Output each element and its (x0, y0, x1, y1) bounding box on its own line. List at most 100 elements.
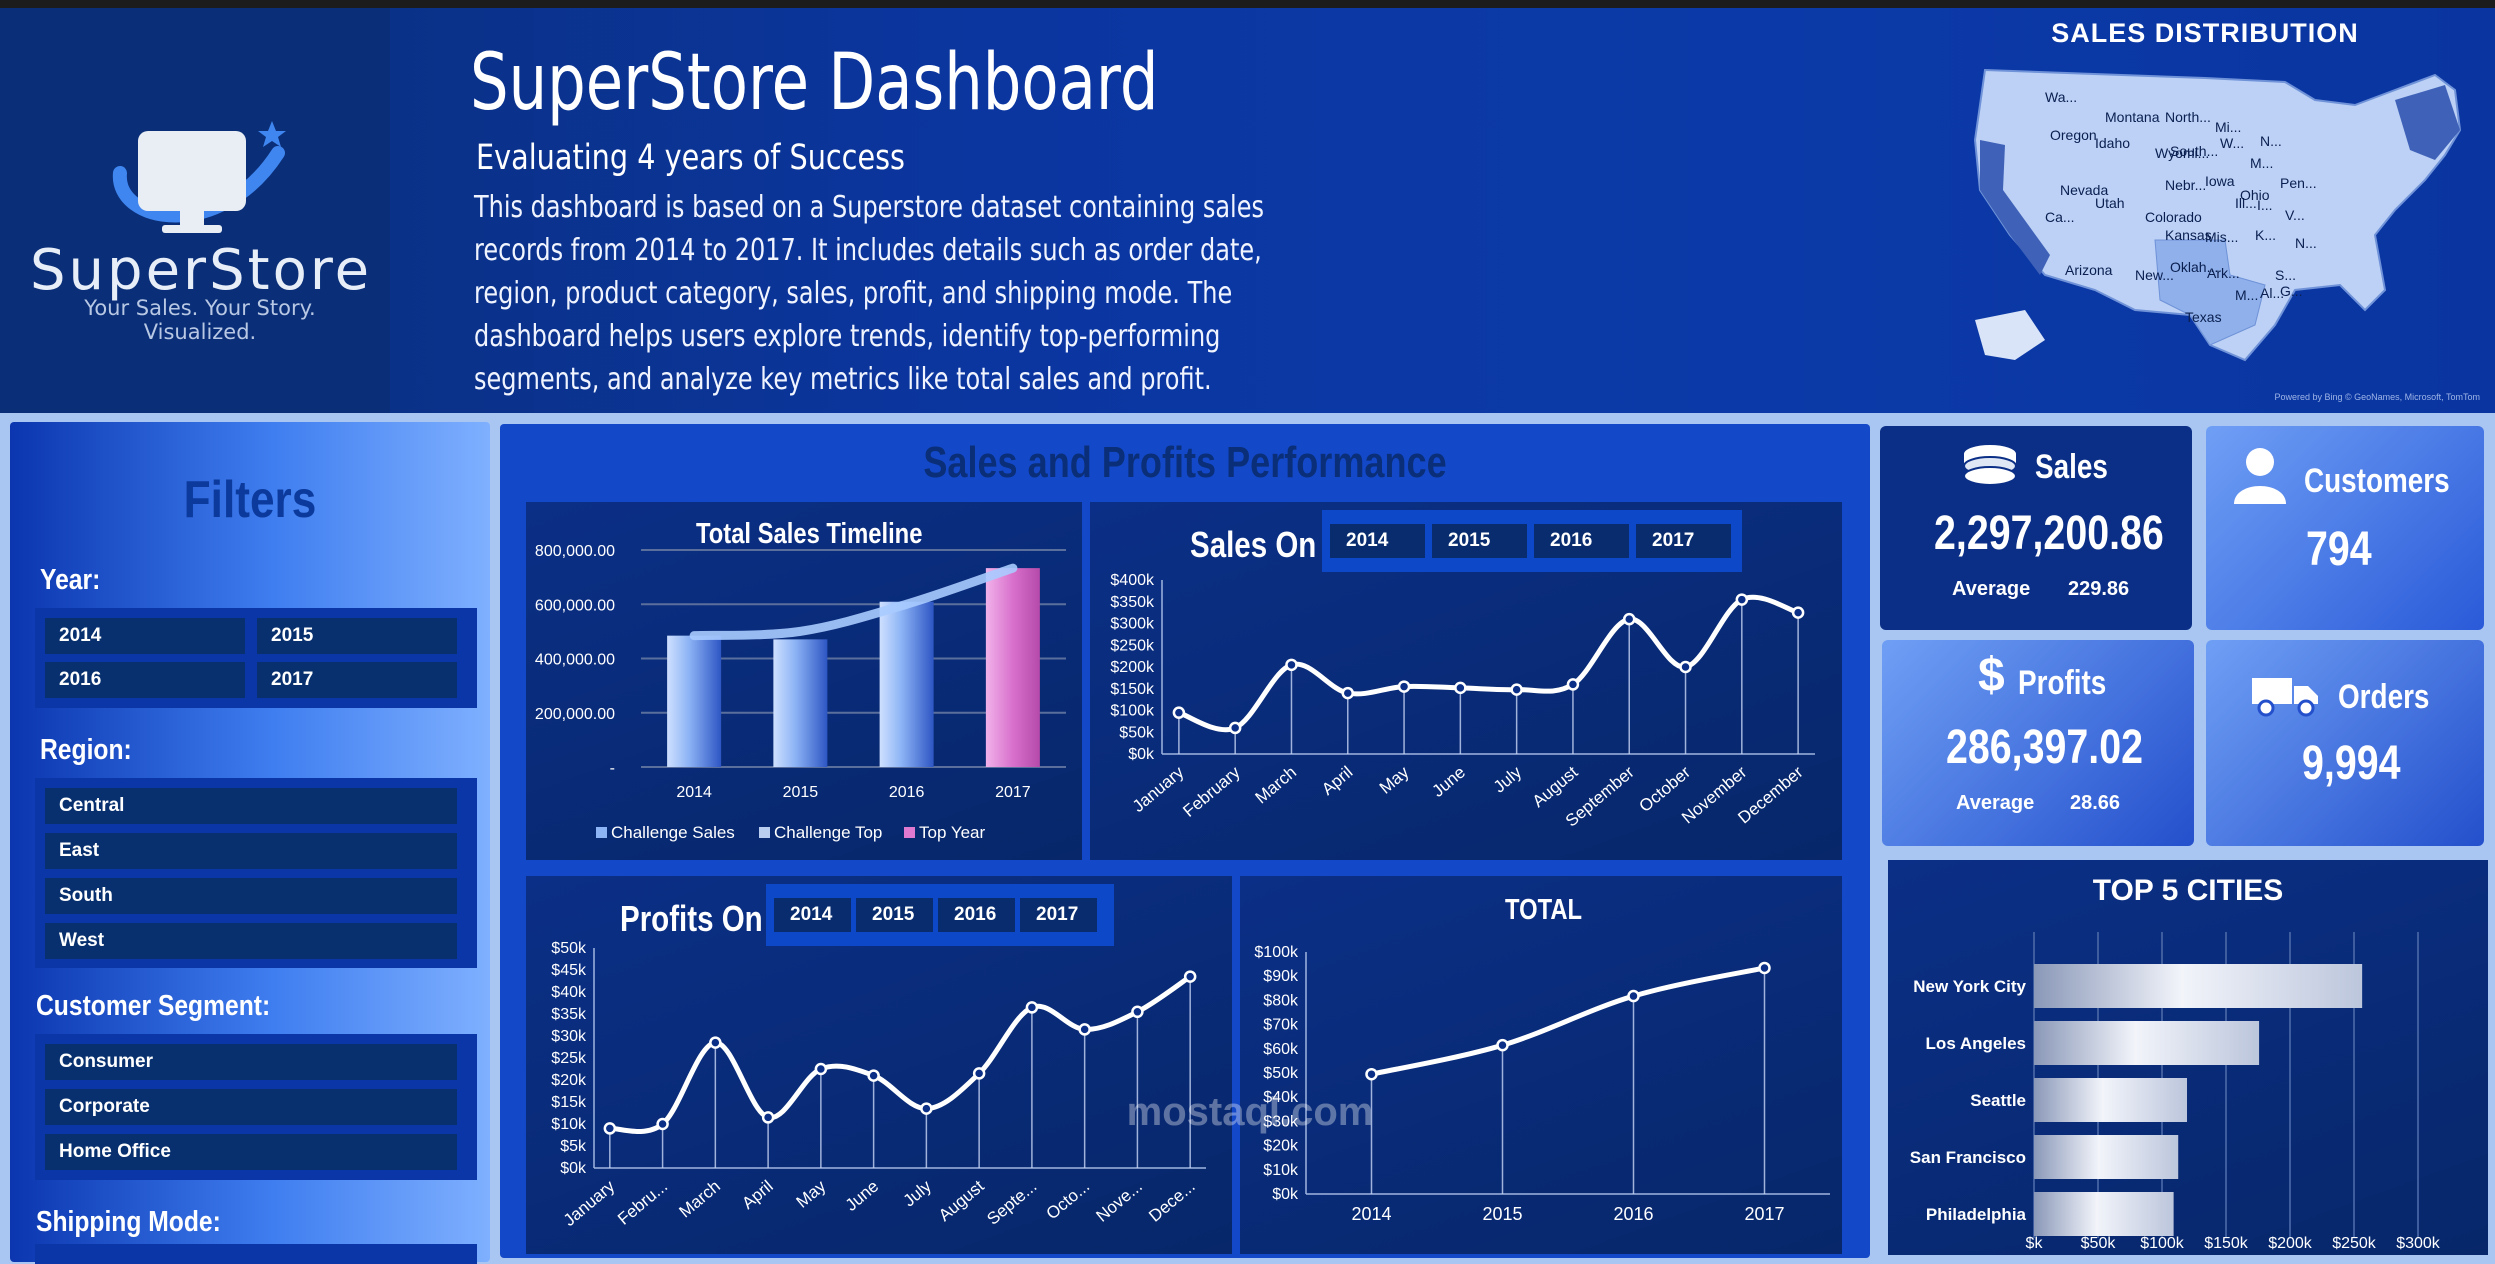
total-sales-timeline-title: Total Sales Timeline (696, 518, 923, 550)
sales-year-2014[interactable]: 2014 (1330, 524, 1425, 558)
top-cities-chart[interactable]: $k $50k $100k $150k $200k $250k $300k New York … (1888, 860, 2488, 1255)
year-filter-2016[interactable]: 2016 (45, 662, 245, 698)
y-tick-label: - (610, 760, 615, 777)
x-tick-label: January (1129, 762, 1188, 816)
legend-label: Challenge Top (774, 823, 882, 842)
map-state-label: G... (2280, 283, 2303, 299)
year-filter-2015[interactable]: 2015 (257, 618, 457, 654)
top-cities-title: TOP 5 CITIES (2092, 874, 2284, 907)
x-tick-label: $50k (2081, 1235, 2117, 1252)
shipping-filter-box (35, 1244, 477, 1264)
legend-swatch (904, 827, 915, 838)
map-state-label: Wyomi... (2155, 145, 2209, 161)
segment-filter-corporate[interactable]: Corporate (45, 1089, 457, 1125)
x-tick-label: April (738, 1177, 776, 1213)
y-tick-label: $40k (1263, 1089, 1299, 1106)
x-tick-label: Febru... (614, 1177, 671, 1229)
sales-kpi-card: Sales 2,297,200.86 Average 229.86 (1880, 426, 2192, 630)
region-filter-east[interactable]: East (45, 833, 457, 869)
y-tick-label: $20k (551, 1072, 587, 1089)
map-state-label: Kansas (2165, 227, 2212, 243)
total-sales-timeline-chart[interactable]: - 200,000.00 400,000.00 600,000.00 800,000.0… (526, 502, 1082, 860)
x-tick-label: $100k (2140, 1235, 2185, 1252)
map-title: SALES DISTRIBUTION (2051, 18, 2359, 48)
map-state-label: Mis... (2205, 229, 2238, 245)
sales-on-panel: Sales On 2014 2015 2016 2017 $0k $50k $100… (1090, 502, 1842, 860)
segment-filter-box: Consumer Corporate Home Office (35, 1034, 477, 1180)
x-tick-label: March (676, 1177, 724, 1222)
data-point (1454, 681, 1467, 695)
dollar-icon: $ (1978, 649, 2005, 702)
segment-filter-home-office[interactable]: Home Office (45, 1134, 457, 1170)
logo-wordmark: SuperStore (30, 238, 373, 303)
y-tick-label: $5k (560, 1138, 587, 1155)
dashboard-title: SuperStore Dashboard (470, 38, 1159, 128)
x-tick-label: 2014 (1351, 1204, 1391, 1224)
region-filter-south[interactable]: South (45, 878, 457, 914)
profits-year-2016[interactable]: 2016 (938, 898, 1015, 932)
profits-year-2017[interactable]: 2017 (1020, 898, 1097, 932)
monitor-logo-icon (112, 121, 286, 233)
data-point (920, 1102, 933, 1115)
data-point (1183, 970, 1197, 983)
sales-year-2015[interactable]: 2015 (1432, 524, 1527, 558)
dashboard-subtitle: Evaluating 4 years of Success (476, 138, 906, 178)
data-point (867, 1069, 880, 1082)
data-point (1791, 606, 1805, 619)
series-line (1178, 594, 1799, 733)
profits-on-year-selector: 2014 2015 2016 2017 (766, 884, 1114, 946)
map-state-label: I... (2257, 197, 2273, 213)
data-point (1622, 612, 1636, 626)
shipping-filter-label: Shipping Mode: (36, 1206, 221, 1238)
y-tick-label: $25k (551, 1050, 587, 1067)
alaska-region (1975, 310, 2045, 360)
segment-filter-consumer[interactable]: Consumer (45, 1044, 457, 1080)
logo-panel: SuperStore Your Sales. Your Story. Visua… (0, 8, 390, 413)
map-state-label: Montana (2105, 109, 2160, 125)
profits-kpi-card: $ Profits 286,397.02 Average 28.66 (1882, 640, 2194, 846)
y-tick-label: $60k (1263, 1041, 1299, 1058)
y-tick-label: 600,000.00 (535, 597, 615, 614)
map-state-label: South... (2170, 143, 2218, 159)
map-state-label: Oklah... (2170, 259, 2218, 275)
city-bar (2034, 1021, 2260, 1065)
x-tick-label: February (1179, 762, 1244, 821)
map-state-label: Texas (2185, 309, 2222, 325)
city-bar (2034, 1078, 2188, 1122)
y-tick-label: $200k (1110, 659, 1155, 676)
profits-year-2014[interactable]: 2014 (774, 898, 851, 932)
performance-title: Sales and Profits Performance (923, 438, 1447, 487)
top-strip (0, 0, 2495, 8)
y-tick-label: $10k (1263, 1162, 1299, 1179)
performance-panel: Sales and Profits Performance Total Sale… (500, 424, 1870, 1258)
profits-on-chart[interactable]: $0k $5k $10k $15k $20k $25k $30k $35k $40k $45k $5… (526, 876, 1232, 1254)
data-point (1078, 1023, 1091, 1036)
map-state-label: Idaho (2095, 135, 2130, 151)
x-tick-label: May (1376, 762, 1413, 798)
data-point (1510, 683, 1523, 696)
year-filter-2014[interactable]: 2014 (45, 618, 245, 654)
us-map-shape (1973, 68, 2462, 362)
orders-kpi-label: Orders (2338, 678, 2430, 716)
region-filter-box: Central East South West (35, 778, 477, 968)
data-point (814, 1062, 828, 1076)
y-tick-label: $350k (1110, 594, 1155, 611)
x-tick-label: $200k (2268, 1235, 2313, 1252)
region-filter-central[interactable]: Central (45, 788, 457, 824)
year-filter-2017[interactable]: 2017 (257, 662, 457, 698)
x-tick-label: May (793, 1176, 830, 1212)
x-tick-label: August (935, 1176, 988, 1225)
sales-avg-label: Average (1952, 578, 2031, 600)
map-state-label: Oregon (2050, 127, 2097, 143)
x-tick-label: 2015 (783, 784, 819, 801)
profits-year-2015[interactable]: 2015 (856, 898, 933, 932)
sales-year-2017[interactable]: 2017 (1636, 524, 1731, 558)
year-filter-box: 2014 2015 2016 2017 (35, 608, 477, 708)
region-filter-west[interactable]: West (45, 923, 457, 959)
data-point (1341, 686, 1355, 700)
x-tick-label: June (1428, 763, 1468, 801)
sales-on-chart[interactable]: $0k $50k $100k $150k $200k $250k $300k $350k $40… (1090, 502, 1842, 860)
sales-year-2016[interactable]: 2016 (1534, 524, 1629, 558)
total-profit-chart[interactable]: $0k $10k $20k $30k $40k $50k $60k $70k $80k $90k $… (1240, 876, 1842, 1254)
